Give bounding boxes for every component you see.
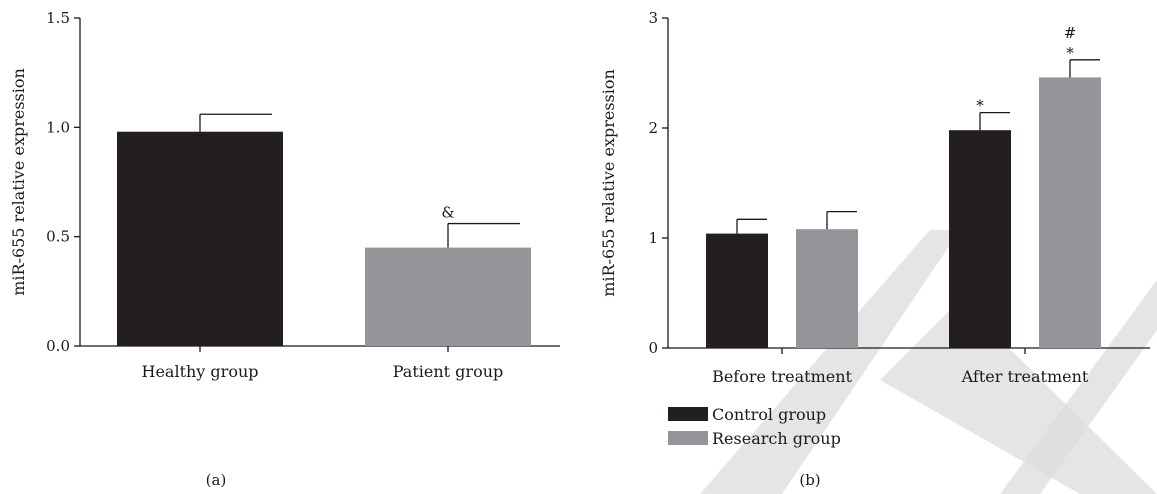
panel-a-y-tick-label: 1.5 [46, 9, 70, 27]
panel-a-category-label: Healthy group [141, 362, 258, 381]
panel-b-significance-mark: * [1066, 44, 1074, 62]
panel-a-bars: & [117, 113, 531, 346]
panel-a-chart: miR-655 relative expression 0.0 0.5 1.0 1.5… [9, 9, 560, 489]
panel-a-y-axis-label: miR-655 relative expression [9, 68, 28, 296]
panel-b-category-labels: Before treatment After treatment [712, 348, 1089, 386]
panel-a-category-labels: Healthy group Patient group [141, 346, 503, 381]
panel-b-significance-mark: * [976, 97, 984, 115]
panel-b-y-tick-label: 1 [648, 229, 658, 247]
panel-a-label: (a) [206, 471, 227, 489]
panel-a-bar [117, 131, 283, 346]
legend-label: Control group [712, 405, 826, 424]
panel-b-bar [949, 130, 1011, 348]
legend-swatch [668, 407, 708, 421]
legend-swatch [668, 431, 708, 445]
panel-b-legend: Control group Research group [668, 405, 841, 448]
panel-b-category-label: After treatment [961, 367, 1089, 386]
panel-a-y-tick-label: 1.0 [46, 118, 70, 136]
panel-a-y-ticks: 0.0 0.5 1.0 1.5 [46, 9, 80, 355]
panel-a-y-tick-label: 0.0 [46, 337, 70, 355]
panel-b-category-label: Before treatment [712, 367, 852, 386]
panel-b-y-tick-label: 2 [648, 119, 658, 137]
panel-b-bar [706, 233, 768, 348]
panel-b-y-tick-label: 0 [648, 339, 658, 357]
panel-a-y-tick-label: 0.5 [46, 228, 70, 246]
panel-a-category-label: Patient group [393, 362, 504, 381]
panel-b-label: (b) [799, 471, 820, 489]
panel-b-y-tick-label: 3 [648, 9, 658, 27]
panel-b-bars: * * # [706, 24, 1101, 349]
panel-b-y-ticks: 0 1 2 3 [648, 9, 668, 357]
panel-b-significance-mark: # [1064, 24, 1077, 42]
panel-b-chart: miR-655 relative expression 0 1 2 3 * * # Bef… [599, 9, 1150, 489]
panel-b-bar [796, 229, 858, 348]
panel-a-significance-mark: & [441, 204, 454, 222]
panel-a-bar [365, 247, 531, 346]
panel-b-y-axis-label: miR-655 relative expression [599, 69, 618, 297]
legend-label: Research group [712, 429, 841, 448]
panel-b-bar [1039, 77, 1101, 349]
